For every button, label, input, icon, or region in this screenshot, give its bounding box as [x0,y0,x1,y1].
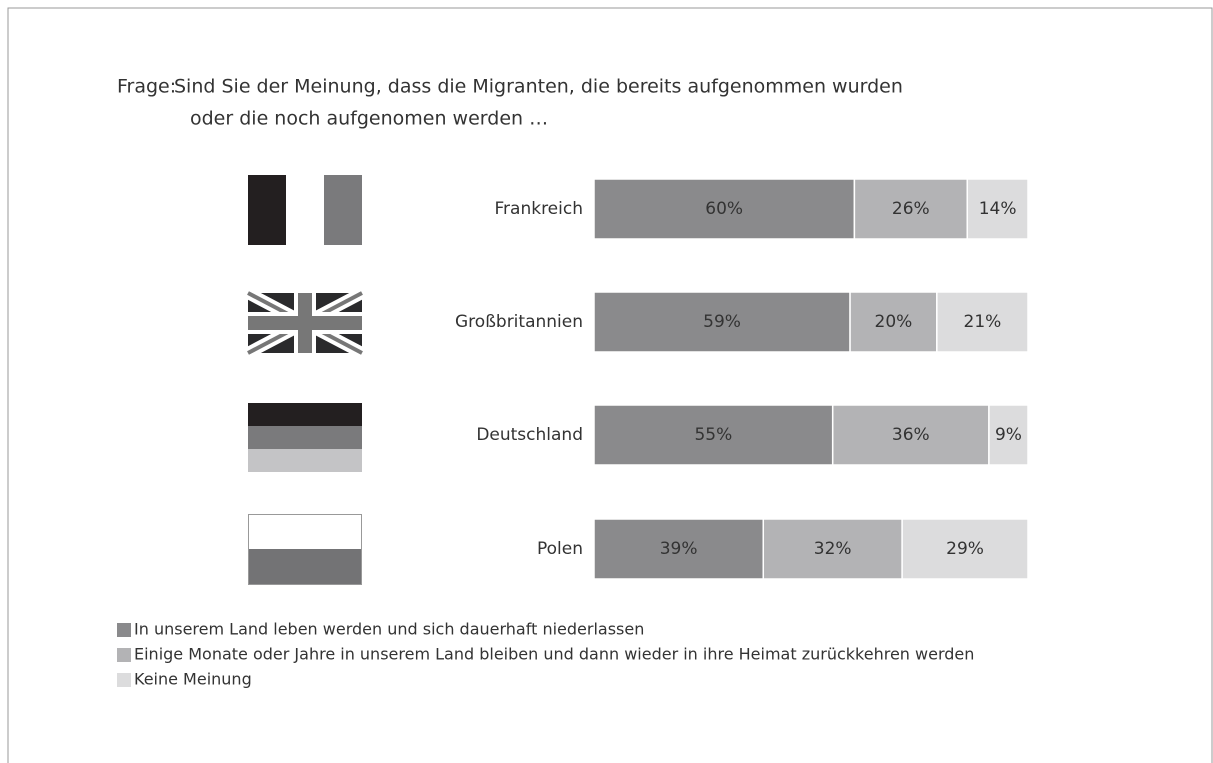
value-label: 21% [964,312,1002,332]
legend-swatch [117,623,131,637]
title-label: Frage: [117,76,176,98]
legend-label: In unserem Land leben werden und sich da… [134,620,644,639]
category-label: Großbritannien [455,312,583,332]
value-label: 55% [694,425,732,445]
category-label: Deutschland [476,425,583,445]
category-label: Frankreich [495,199,584,219]
flag-france [248,175,362,245]
category-label: Polen [537,539,583,559]
bar-segment [901,518,1029,580]
bar-segment [966,178,1029,240]
bar-segment [831,404,990,466]
value-label: 36% [892,425,930,445]
bar-segment [936,291,1029,353]
flag-poland [248,514,362,585]
bar-segment [593,404,834,466]
value-label: 29% [946,539,984,559]
flag-germany [248,403,362,472]
legend-label: Einige Monate oder Jahre in unserem Land… [134,645,974,664]
bar-segment [849,291,938,353]
value-label: 26% [892,199,930,219]
value-label: 60% [705,199,743,219]
bar-segment [988,404,1029,466]
frame [7,7,1213,763]
legend-label: Keine Meinung [134,670,252,689]
value-label: 20% [875,312,913,332]
value-label: 9% [995,425,1022,445]
value-label: 59% [703,312,741,332]
bar-segment [853,178,968,240]
title-line: oder die noch aufgenomen werden … [190,108,548,130]
bar-segment [593,291,851,353]
value-label: 32% [814,539,852,559]
flag-uk [245,287,365,359]
value-label: 14% [979,199,1017,219]
bar-segment [593,178,856,240]
bar-segment [593,518,765,580]
value-label: 39% [660,539,698,559]
legend-swatch [117,648,131,662]
legend-swatch [117,673,131,687]
title-line: Sind Sie der Meinung, dass die Migranten… [174,76,903,98]
